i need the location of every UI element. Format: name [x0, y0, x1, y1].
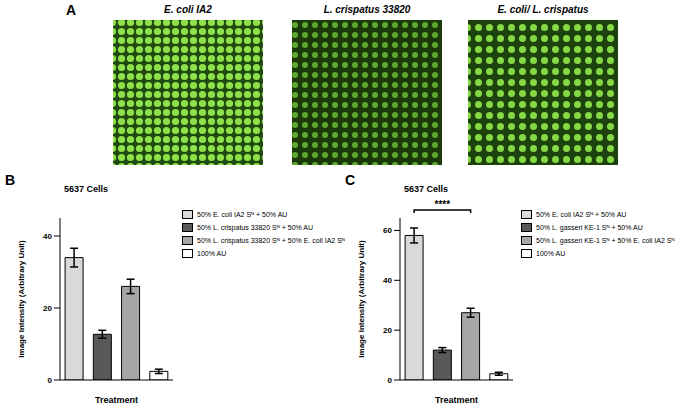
html-text:100% AU: 100% AU: [536, 250, 566, 257]
svg-text:60: 60: [383, 226, 392, 235]
svg-text:Image Intensity (Arbitrary Uni: Image Intensity (Arbitrary Unit): [357, 240, 366, 358]
html-text:100% AU: 100% AU: [197, 250, 227, 257]
svg-text:0: 0: [48, 376, 53, 385]
html-text:5637 Cells: 5637 Cells: [64, 184, 108, 194]
html-text:50% E. coli IA2 Sᴺ + 50% AU: 50% E. coli IA2 Sᴺ + 50% AU: [197, 211, 288, 218]
svg-text:20: 20: [383, 326, 392, 335]
svg-text:****: ****: [435, 199, 451, 210]
svg-text:L. crispatus 33820: L. crispatus 33820: [324, 4, 411, 15]
html-text:50% L. crispatus 33820 Sᴺ + 50: 50% L. crispatus 33820 Sᴺ + 50% AU: [197, 224, 314, 231]
html-text:5637 Cells: 5637 Cells: [404, 184, 448, 194]
svg-text:Image Intensity (Arbitrary Uni: Image Intensity (Arbitrary Unit): [17, 240, 26, 358]
svg-text:40: 40: [383, 276, 392, 285]
html-text:A: A: [66, 2, 77, 18]
svg-text:E. coli IA2: E. coli IA2: [164, 4, 212, 15]
svg-text:E. coli/ L. crispatus: E. coli/ L. crispatus: [497, 4, 589, 15]
html-text:50% L. gasseri KE-1 Sᴺ + 50% E: 50% L. gasseri KE-1 Sᴺ + 50% E. coli IA2…: [536, 237, 675, 244]
html-text:50% L. gasseri KE-1 Sᴺ + 50% A: 50% L. gasseri KE-1 Sᴺ + 50% AU: [536, 224, 643, 231]
html-text:B: B: [5, 172, 16, 188]
svg-text:20: 20: [43, 304, 52, 313]
svg-text:0: 0: [388, 376, 393, 385]
svg-text:40: 40: [43, 232, 52, 241]
html-text:50% E. coli IA2 Sᴺ + 50% AU: 50% E. coli IA2 Sᴺ + 50% AU: [536, 211, 627, 218]
html-text:C: C: [345, 172, 356, 188]
svg-text:Treatment: Treatment: [95, 395, 138, 405]
html-text:50% L. crispatus 33820 Sᴺ + 50: 50% L. crispatus 33820 Sᴺ + 50% E. coli …: [197, 237, 345, 244]
svg-text:Treatment: Treatment: [435, 395, 478, 405]
